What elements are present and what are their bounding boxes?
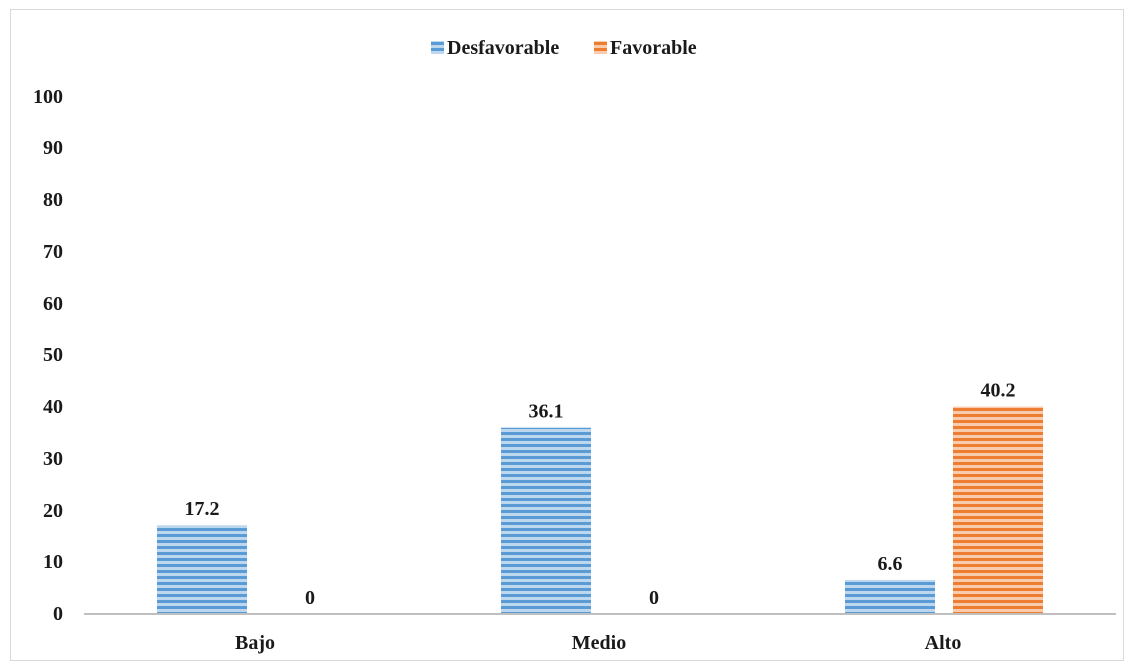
legend-item-desfavorable: Desfavorable: [431, 37, 559, 59]
y-tick-label: 20: [43, 500, 63, 522]
bar-desfavorable-medio: [501, 427, 591, 614]
data-labels: 17.2 0 36.1 0 6.6 40.2: [185, 380, 1016, 609]
x-axis: Bajo Medio Alto: [235, 632, 961, 654]
category-label-alto: Alto: [925, 632, 962, 654]
data-label-favorable-bajo: 0: [305, 587, 315, 609]
data-label-desfavorable-bajo: 17.2: [185, 498, 220, 520]
legend: Desfavorable Favorable: [431, 37, 697, 59]
data-label-desfavorable-alto: 6.6: [878, 553, 903, 575]
y-tick-label: 100: [33, 86, 63, 108]
bar-desfavorable-alto: [845, 579, 935, 614]
data-label-desfavorable-medio: 36.1: [529, 401, 564, 423]
y-tick-label: 80: [43, 189, 63, 211]
data-label-favorable-medio: 0: [649, 587, 659, 609]
y-tick-label: 0: [53, 603, 63, 625]
bar-group-medio: [501, 427, 591, 614]
category-label-bajo: Bajo: [235, 632, 275, 654]
y-axis: 0 10 20 30 40 50 60 70 80 90 100: [33, 86, 63, 625]
y-tick-label: 10: [43, 551, 63, 573]
bar-favorable-alto: [953, 406, 1043, 614]
data-label-favorable-alto: 40.2: [981, 380, 1016, 402]
legend-item-favorable: Favorable: [594, 37, 697, 59]
y-tick-label: 30: [43, 448, 63, 470]
y-tick-label: 90: [43, 137, 63, 159]
y-tick-label: 50: [43, 344, 63, 366]
legend-swatch-desfavorable: [431, 41, 444, 54]
legend-label-favorable: Favorable: [610, 37, 697, 59]
y-tick-label: 70: [43, 241, 63, 263]
category-label-medio: Medio: [572, 632, 626, 654]
bar-group-bajo: [157, 525, 247, 614]
legend-swatch-favorable: [594, 41, 607, 54]
y-tick-label: 40: [43, 396, 63, 418]
bar-desfavorable-bajo: [157, 525, 247, 614]
legend-label-desfavorable: Desfavorable: [447, 37, 559, 59]
y-tick-label: 60: [43, 293, 63, 315]
bar-group-alto: [845, 406, 1043, 614]
